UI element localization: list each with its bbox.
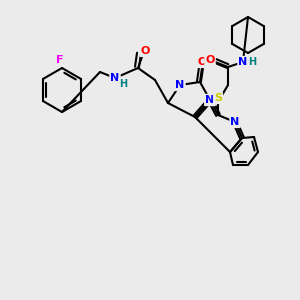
Text: H: H [248, 57, 256, 67]
Text: O: O [197, 57, 207, 67]
Text: N: N [206, 95, 214, 105]
Text: O: O [140, 46, 150, 56]
Text: N: N [110, 73, 120, 83]
Text: H: H [119, 79, 127, 89]
Text: O: O [205, 55, 215, 65]
Text: F: F [56, 55, 64, 65]
Text: N: N [176, 80, 184, 90]
Text: N: N [206, 95, 214, 105]
Text: N: N [230, 117, 240, 127]
Text: S: S [214, 93, 222, 103]
Text: N: N [238, 57, 247, 67]
